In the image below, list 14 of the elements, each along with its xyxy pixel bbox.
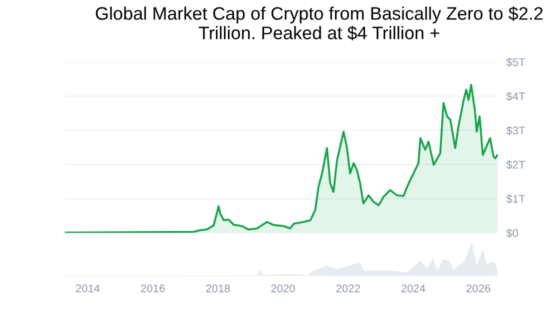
x-tick-label: 2016 [141,284,165,292]
x-tick-label: 2022 [336,284,360,292]
y-tick-label: $4T [506,92,526,101]
x-tick-label: 2026 [466,284,490,292]
x-tick-label: 2024 [401,284,426,292]
y-tick-label: $5T [506,58,526,67]
y-tick-label: $2T [506,160,526,170]
y-tick-label: $1T [506,194,526,204]
chart-title: Global Market Cap of Crypto from Basically Zero to $2.2 Trillion. Peaked at $4 Trillion + [96,6,543,40]
x-tick-label: 2020 [271,284,295,292]
y-tick-label: $0 [506,228,518,238]
x-tick-label: 2018 [206,284,230,292]
x-tick-label: 2014 [76,284,100,292]
y-tick-label: $3T [506,126,526,136]
